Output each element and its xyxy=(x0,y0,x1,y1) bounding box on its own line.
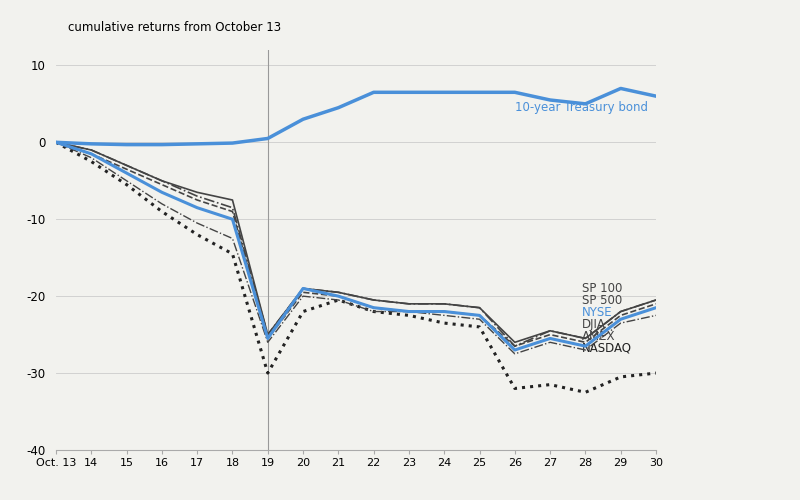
Text: NYSE: NYSE xyxy=(582,306,613,319)
Text: 10-year Treasury bond: 10-year Treasury bond xyxy=(515,101,648,114)
Text: SP 100: SP 100 xyxy=(582,282,622,295)
Text: cumulative returns from October 13: cumulative returns from October 13 xyxy=(68,21,281,34)
Text: NASDAQ: NASDAQ xyxy=(582,342,632,354)
Text: AMEX: AMEX xyxy=(582,330,615,342)
Text: SP 500: SP 500 xyxy=(582,294,622,307)
Text: DJIA: DJIA xyxy=(582,318,606,330)
